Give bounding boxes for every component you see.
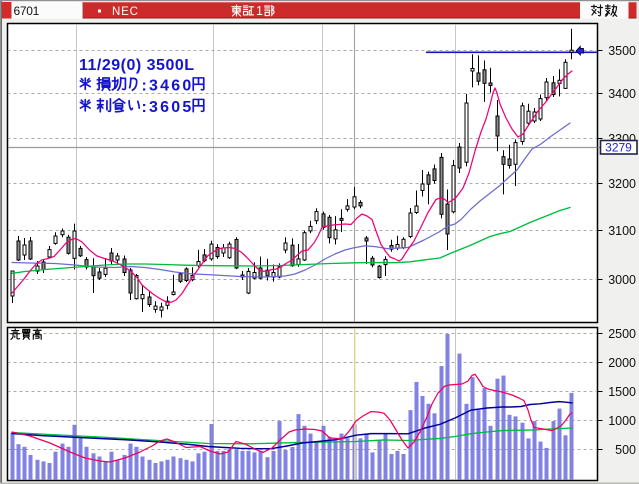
svg-text:1: 1 [256, 4, 263, 18]
svg-text:3000: 3000 [608, 273, 636, 287]
svg-text::3460: :3460 [142, 78, 194, 95]
svg-text:2500: 2500 [608, 327, 636, 341]
svg-text:500: 500 [615, 443, 636, 457]
svg-text:6701: 6701 [14, 4, 40, 18]
svg-text:1000: 1000 [608, 414, 636, 428]
svg-text:3400: 3400 [608, 87, 636, 101]
svg-text:NEC: NEC [112, 6, 139, 18]
svg-text:1500: 1500 [608, 385, 636, 399]
svg-text:3279: 3279 [605, 141, 632, 155]
svg-text:3200: 3200 [608, 177, 636, 191]
svg-text:3500: 3500 [608, 44, 636, 58]
svg-text::3605: :3605 [142, 99, 194, 116]
svg-text:11/29(0) 3500L: 11/29(0) 3500L [79, 57, 195, 74]
svg-text:2000: 2000 [608, 356, 636, 370]
svg-text:3100: 3100 [608, 224, 636, 238]
